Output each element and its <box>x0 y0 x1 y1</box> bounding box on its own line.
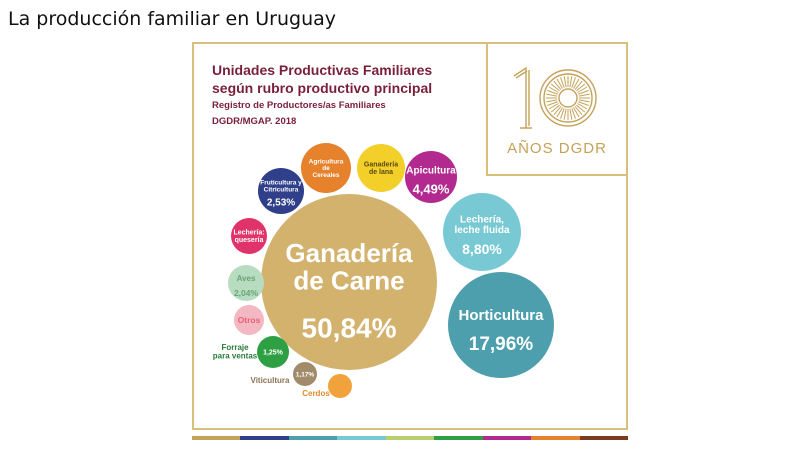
sun-ray <box>571 108 576 119</box>
stripe-segment <box>531 436 580 440</box>
sun-ray <box>553 80 562 90</box>
bubble-value-aves: 2,04% <box>234 288 259 298</box>
bubble-horticultura <box>448 272 554 378</box>
bubble-viticultura <box>293 362 317 386</box>
bubble-value-viticultura: 1,17% <box>296 371 315 378</box>
ten-years-logo-icon <box>513 66 597 129</box>
infographic-title-line2: según rubro productivo principal <box>212 80 433 96</box>
bubble-label-ganaderia-de-lana: Ganadería de lana <box>364 162 398 176</box>
sun-ray <box>569 108 573 120</box>
sun-ray <box>577 103 588 110</box>
bubble-value-apicultura: 4,49% <box>413 182 450 197</box>
bubble-label-otros: Otros <box>238 315 261 325</box>
sun-ray <box>576 83 586 92</box>
sun-ray <box>573 78 580 89</box>
badge-label: AÑOS DGDR <box>507 140 607 157</box>
bubble-otros <box>234 305 264 335</box>
infographic-frame <box>192 42 628 430</box>
bubble-ganaderia-de-carne <box>261 194 437 370</box>
bubble-ganaderia-de-lana <box>357 144 405 192</box>
sun-ray <box>563 108 567 120</box>
bubble-value-ganaderia-de-carne: 50,84% <box>302 313 397 344</box>
sun-ray <box>573 107 580 118</box>
bubble-label-forraje-para-ventas: Forraje para ventas <box>213 343 258 360</box>
bubble-label-ganaderia-de-carne: Ganadería de Carne <box>285 238 413 295</box>
sun-ray <box>556 78 563 89</box>
infographic-source: DGDR/MGAP. 2018 <box>212 116 297 127</box>
sun-ray <box>574 80 583 90</box>
sun-ray <box>560 108 565 119</box>
sun-ray <box>560 77 565 88</box>
bubble-label-viticultura: Viticultura <box>251 376 291 385</box>
sun-ray <box>556 107 563 118</box>
stripe-segment <box>337 436 386 440</box>
sun-ray <box>578 93 590 97</box>
bubble-value-fruticultura-y-citricultura: 2,53% <box>267 198 295 209</box>
bubble-label-cerdos: Cerdos <box>302 389 330 398</box>
sun-ray <box>563 76 567 88</box>
sun-ray <box>569 76 573 88</box>
bubble-lecheria-queseria <box>231 218 267 254</box>
sun-ray <box>550 83 560 92</box>
stripe-segment <box>482 436 532 440</box>
sun-ray <box>547 90 558 95</box>
sun-ray <box>578 101 589 106</box>
bubble-forraje-para-ventas <box>257 336 289 368</box>
bubble-agricultura-de-cereales <box>301 143 351 193</box>
bubble-value-lecheria-leche-fluida: 8,80% <box>462 241 502 257</box>
stripe-segment <box>385 436 435 440</box>
sun-ray <box>571 77 576 88</box>
bubble-cerdos <box>328 374 352 398</box>
bubble-label-aves: Aves <box>237 274 256 283</box>
bubble-label-horticultura: Horticultura <box>458 307 544 324</box>
infographic-subtitle: Registro de Productores/as Familiares <box>212 100 386 111</box>
bubble-apicultura <box>405 151 457 203</box>
slide-title: La producción familiar en Uruguay <box>8 8 337 30</box>
sun-ray <box>546 93 558 97</box>
sun-ray <box>553 106 562 116</box>
bubble-label-fruticultura-y-citricultura: Fruticultura y Citricultura <box>260 179 302 193</box>
anniversary-badge: AÑOS DGDR <box>486 42 628 176</box>
sun-ray <box>547 101 558 106</box>
bubble-lecheria-leche-fluida <box>443 193 521 271</box>
bubble-value-forraje-para-ventas: 1,25% <box>263 349 284 356</box>
stripe-segment <box>288 436 338 440</box>
sun-ray <box>576 104 586 113</box>
stripe-segment <box>192 436 241 440</box>
sun-ray <box>548 103 559 110</box>
stripe-segment <box>240 436 289 440</box>
bubble-label-lecheria-leche-fluida: Lechería, leche fluida <box>454 215 509 237</box>
color-stripe <box>192 436 628 440</box>
sun-ray <box>574 106 583 116</box>
bubble-value-horticultura: 17,96% <box>469 334 534 355</box>
infographic-title-line1: Unidades Productivas Familiares <box>212 62 433 78</box>
stripe-segment <box>434 436 483 440</box>
sun-ray <box>578 90 589 95</box>
sun-ray <box>550 104 560 113</box>
bubble-label-agricultura-de-cereales: Agricultura de Cereales <box>309 158 344 179</box>
sun-ray <box>578 99 590 103</box>
bubble-label-apicultura: Apicultura <box>406 165 456 176</box>
stripe-segment <box>579 436 628 440</box>
sun-ray <box>548 86 559 93</box>
sun-ray <box>546 99 558 103</box>
bubble-aves <box>228 265 264 301</box>
bubble-fruticultura-y-citricultura <box>258 168 304 214</box>
sun-ray <box>577 86 588 93</box>
bubble-label-lecheria-queseria: Lechería: quesería <box>233 230 264 244</box>
